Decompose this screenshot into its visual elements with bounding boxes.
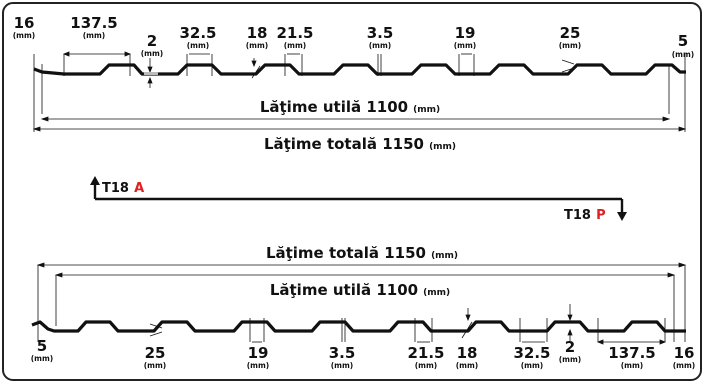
top-sheet-profile: [33, 63, 686, 76]
bottom-dim-value: 25: [145, 344, 166, 362]
bottom-dim-value: 2: [565, 338, 575, 356]
top-dimension-labels: 16 (mm) 137.5 (mm) 2 (mm) 32.5 (mm) 18 (…: [13, 14, 695, 59]
top-reference-lines: [33, 54, 686, 132]
top-dim-value: 3.5: [367, 24, 394, 42]
top-dim-value: 137.5: [70, 14, 117, 32]
bottom-dim-unit: (mm): [456, 361, 479, 370]
top-dim-value: 18: [247, 24, 268, 42]
bottom-dim-value: 137.5: [608, 344, 655, 362]
bottom-dim-unit: (mm): [144, 361, 167, 370]
top-dim-value: 21.5: [276, 24, 313, 42]
profile-diagram: 16 (mm) 137.5 (mm) 2 (mm) 32.5 (mm) 18 (…: [2, 2, 702, 381]
bottom-dim-unit: (mm): [31, 354, 54, 363]
top-dimension-arrows: [62, 51, 575, 88]
bottom-dim-value: 19: [248, 344, 269, 362]
top-dim-unit: (mm): [13, 31, 36, 40]
bottom-dim-value: 16: [674, 344, 695, 362]
bottom-dim-unit: (mm): [673, 361, 696, 370]
diagram-frame: 16 (mm) 137.5 (mm) 2 (mm) 32.5 (mm) 18 (…: [2, 2, 702, 381]
bottom-dim-value: 3.5: [329, 344, 356, 362]
top-dim-unit: (mm): [83, 31, 106, 40]
bottom-reference-lines: [37, 265, 686, 342]
bottom-dimension-arrows: [149, 304, 667, 345]
arrow-down-icon: [617, 212, 627, 221]
bottom-total-width-label: Lăţime totală 1150 (mm): [266, 243, 458, 262]
bottom-useful-width-label: Lăţime utilă 1100 (mm): [270, 280, 450, 299]
flow-line: [90, 176, 627, 221]
bottom-dim-value: 5: [37, 337, 47, 355]
bottom-width-lines: [36, 262, 687, 278]
label-t18-p: T18 P: [564, 204, 606, 223]
top-dim-unit: (mm): [246, 41, 269, 50]
arrow-up-icon: [90, 176, 100, 185]
bottom-dim-unit: (mm): [521, 361, 544, 370]
top-dim-unit: (mm): [672, 50, 695, 59]
bottom-dim-unit: (mm): [559, 355, 582, 364]
top-dim-unit: (mm): [141, 49, 164, 58]
top-dim-unit: (mm): [369, 41, 392, 50]
bottom-dim-unit: (mm): [621, 361, 644, 370]
bottom-dim-value: 18: [457, 344, 478, 362]
top-dim-value: 19: [455, 24, 476, 42]
top-dim-unit: (mm): [454, 41, 477, 50]
bottom-dimension-labels: 5 (mm) 25 (mm) 19 (mm) 3.5 (mm) 21.5 (mm…: [31, 337, 696, 370]
top-dim-value: 32.5: [179, 24, 216, 42]
top-dim-unit: (mm): [284, 41, 307, 50]
top-dim-value: 5: [678, 32, 688, 50]
bottom-sheet-profile: [31, 320, 686, 333]
bottom-dim-value: 21.5: [407, 344, 444, 362]
bottom-dim-unit: (mm): [247, 361, 270, 370]
frame-border: [2, 2, 702, 381]
top-dim-value: 16: [14, 14, 35, 32]
top-dim-value: 25: [560, 24, 581, 42]
top-dim-unit: (mm): [187, 41, 210, 50]
top-dim-value: 2: [147, 32, 157, 50]
bottom-dim-unit: (mm): [331, 361, 354, 370]
top-useful-width-label: Lăţime utilă 1100 (mm): [260, 97, 440, 116]
bottom-dim-value: 32.5: [513, 344, 550, 362]
top-total-width-label: Lăţime totală 1150 (mm): [264, 134, 456, 153]
label-t18-a: T18 A: [102, 177, 144, 196]
bottom-dim-unit: (mm): [415, 361, 438, 370]
top-dim-unit: (mm): [559, 41, 582, 50]
top-width-lines: [32, 116, 687, 132]
